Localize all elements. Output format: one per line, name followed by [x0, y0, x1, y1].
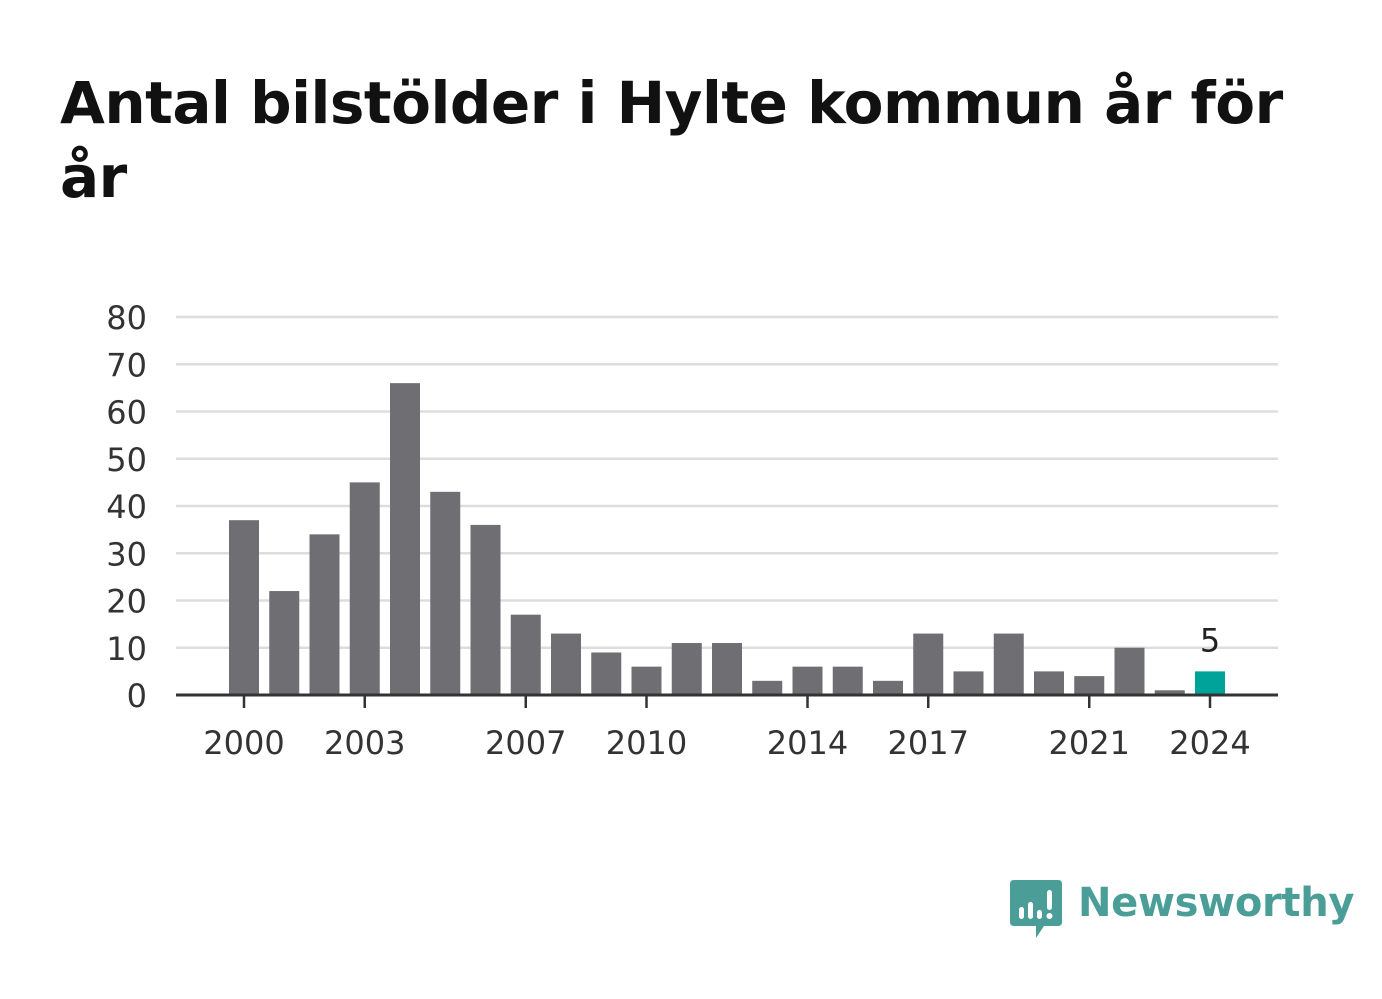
y-axis-ticks: 0 10 20 30 40 50 60 70 80	[106, 299, 147, 715]
chart-title: Antal bilstölder i Hylte kommun år för å…	[60, 69, 1283, 211]
x-axis-ticks: 2000 2003 2007 2010 2014 2017 2021 2024	[203, 695, 1251, 762]
bars	[229, 383, 1225, 695]
bar-2004	[390, 383, 420, 695]
bar-2001	[269, 591, 300, 695]
bar-2017	[913, 633, 944, 695]
x-tick-label-2024: 2024	[1169, 724, 1250, 762]
x-tick-label-2014: 2014	[767, 724, 848, 762]
y-tick-label-30: 30	[106, 535, 147, 573]
bar-2022	[1114, 647, 1145, 695]
bar-2014	[792, 666, 823, 695]
bar-2018	[953, 671, 984, 695]
bar-2000	[229, 520, 259, 695]
bar-2007	[510, 614, 541, 695]
bar-2002	[309, 534, 340, 695]
y-tick-label-60: 60	[106, 394, 147, 432]
brand-name: Newsworthy	[1078, 880, 1355, 926]
bar-2011	[671, 643, 702, 695]
newsworthy-logo-icon	[1010, 880, 1062, 938]
grid-lines	[176, 315, 1278, 649]
bar-2008	[551, 633, 581, 695]
bar-2016	[873, 680, 903, 695]
y-tick-label-20: 20	[106, 583, 147, 621]
bar-2020	[1034, 671, 1064, 695]
x-tick-label-2010: 2010	[606, 724, 687, 762]
data-labels: 5	[1200, 621, 1220, 659]
bar-2010	[631, 666, 662, 695]
y-tick-label-70: 70	[106, 346, 147, 384]
bar-2015	[832, 666, 863, 695]
bar-2009	[591, 652, 622, 695]
bar-2023	[1154, 690, 1185, 695]
bar-2024	[1195, 671, 1225, 695]
bar-2006	[470, 524, 501, 695]
bar-2013	[752, 680, 783, 695]
bar-2019	[993, 633, 1024, 695]
y-tick-label-10: 10	[106, 630, 147, 668]
y-tick-label-50: 50	[106, 441, 147, 479]
y-tick-label-80: 80	[106, 299, 147, 337]
x-tick-label-2000: 2000	[203, 724, 284, 762]
x-tick-label-2007: 2007	[485, 724, 566, 762]
x-tick-label-2017: 2017	[888, 724, 969, 762]
y-tick-label-0: 0	[127, 677, 147, 715]
data-label-2024: 5	[1200, 621, 1220, 659]
x-tick-label-2021: 2021	[1049, 724, 1130, 762]
x-tick-label-2003: 2003	[324, 724, 405, 762]
bar-2012	[712, 643, 742, 695]
y-tick-label-40: 40	[106, 488, 147, 526]
bar-2021	[1074, 676, 1105, 695]
bar-2003	[349, 482, 380, 695]
bar-2005	[430, 491, 461, 695]
